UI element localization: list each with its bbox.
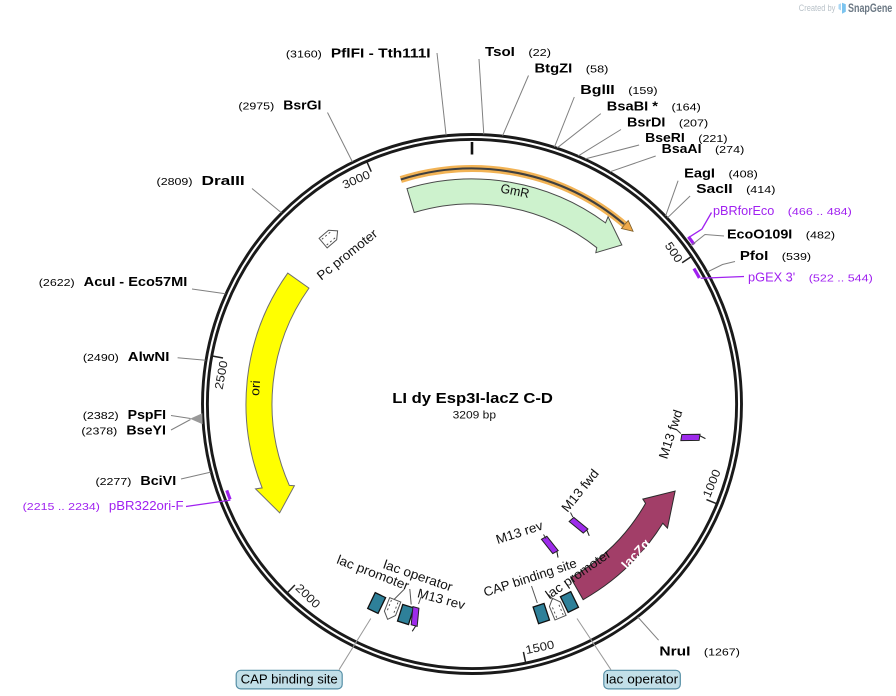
svg-text:(3160): (3160)	[286, 49, 322, 61]
svg-text:(274): (274)	[715, 144, 744, 156]
svg-text:NruI: NruI	[659, 643, 690, 658]
svg-text:pGEX 3': pGEX 3'	[748, 270, 795, 285]
svg-text:(2277): (2277)	[95, 476, 131, 488]
svg-text:AcuI - Eco57MI: AcuI - Eco57MI	[84, 274, 188, 289]
svg-text:AlwNI: AlwNI	[128, 349, 170, 364]
svg-text:Created by: Created by	[799, 3, 836, 13]
svg-text:(2622): (2622)	[39, 277, 75, 289]
svg-text:LI dy Esp3I-lacZ C-D: LI dy Esp3I-lacZ C-D	[392, 391, 553, 407]
svg-text:BtgZI: BtgZI	[535, 61, 573, 76]
svg-text:2500: 2500	[212, 359, 231, 391]
svg-text:(2490): (2490)	[83, 352, 119, 364]
svg-text:PfoI: PfoI	[740, 248, 768, 263]
svg-text:CAP binding site: CAP binding site	[241, 672, 338, 687]
svg-text:lac operator: lac operator	[606, 672, 679, 687]
svg-text:3209 bp: 3209 bp	[453, 409, 496, 421]
svg-text:(22): (22)	[528, 47, 551, 59]
svg-text:BsrGI: BsrGI	[283, 98, 321, 113]
svg-text:pBR322ori-F: pBR322ori-F	[109, 498, 184, 513]
svg-text:(414): (414)	[746, 184, 775, 196]
svg-text:BsaBI *: BsaBI *	[607, 99, 659, 114]
svg-text:BglII: BglII	[580, 82, 614, 97]
svg-text:(2215 .. 2234): (2215 .. 2234)	[23, 501, 100, 513]
svg-text:pBRforEco: pBRforEco	[713, 203, 774, 218]
svg-text:PspFI: PspFI	[128, 407, 166, 422]
svg-text:PflFI - Tth111I: PflFI - Tth111I	[331, 46, 431, 61]
svg-text:BseRI: BseRI	[645, 130, 685, 145]
svg-text:ori: ori	[247, 380, 263, 397]
svg-text:(58): (58)	[586, 64, 609, 76]
svg-text:(408): (408)	[728, 169, 757, 181]
svg-text:DraIII: DraIII	[201, 173, 244, 188]
svg-text:BsaAI: BsaAI	[662, 141, 702, 156]
svg-text:(522 .. 544): (522 .. 544)	[809, 273, 873, 285]
svg-text:(207): (207)	[679, 118, 708, 130]
svg-text:1500: 1500	[524, 637, 556, 657]
svg-text:GmR: GmR	[499, 181, 530, 201]
svg-text:(482): (482)	[806, 230, 835, 242]
svg-text:(221): (221)	[698, 133, 727, 145]
svg-text:(2975): (2975)	[238, 101, 274, 113]
svg-text:(2809): (2809)	[157, 176, 193, 188]
svg-text:(539): (539)	[782, 251, 811, 263]
svg-text:EagI: EagI	[684, 166, 715, 181]
svg-text:BsrDI: BsrDI	[627, 115, 665, 130]
svg-text:(2382): (2382)	[83, 410, 119, 422]
svg-text:(164): (164)	[672, 102, 701, 114]
svg-text:SnapGene: SnapGene	[848, 3, 892, 15]
svg-text:(1267): (1267)	[704, 646, 740, 658]
svg-text:BseYI: BseYI	[126, 423, 166, 438]
svg-text:SacII: SacII	[696, 181, 733, 196]
svg-text:EcoO109I: EcoO109I	[727, 227, 792, 242]
svg-text:(159): (159)	[628, 85, 657, 97]
svg-text:(2378): (2378)	[81, 426, 117, 438]
svg-text:(466 .. 484): (466 .. 484)	[788, 206, 852, 218]
svg-text:BciVI: BciVI	[140, 473, 176, 488]
svg-text:TsoI: TsoI	[485, 44, 515, 59]
